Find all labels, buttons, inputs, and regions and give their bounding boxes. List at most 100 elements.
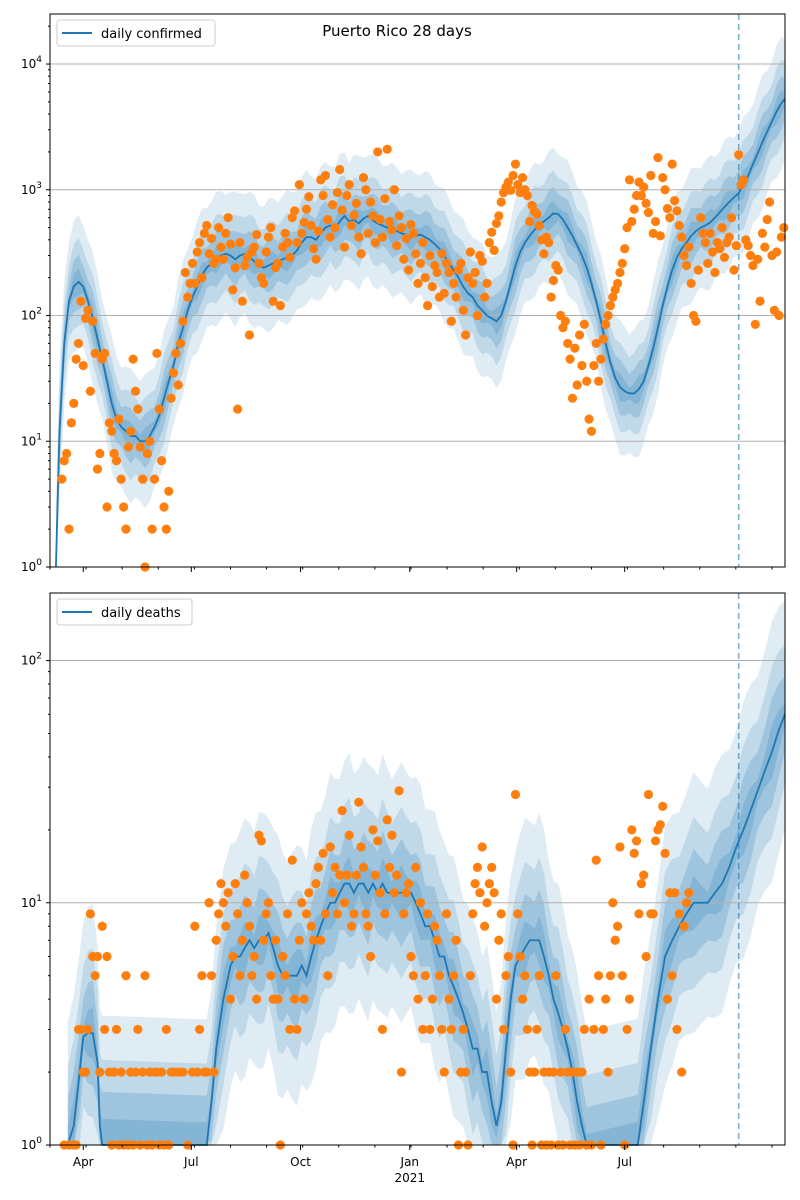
- confirmed-point: [57, 474, 67, 484]
- confirmed-point: [173, 380, 183, 390]
- confirmed-point: [705, 228, 715, 238]
- confirmed-point: [164, 486, 174, 496]
- confirmed-point: [252, 230, 262, 240]
- confirmed-point: [142, 448, 152, 459]
- deaths-point: [195, 1024, 205, 1035]
- deaths-point: [498, 1024, 509, 1035]
- deaths-point: [399, 909, 409, 919]
- confirmed-point: [328, 200, 338, 210]
- deaths-x-ticks: Apr Jul Oct Jan Apr Jul 2021: [49, 1145, 773, 1185]
- confirmed-point: [532, 209, 542, 219]
- deaths-point: [411, 862, 421, 872]
- confirmed-point: [339, 242, 350, 252]
- deaths-point: [313, 862, 323, 872]
- confirmed-ytick-label: 103: [21, 181, 42, 197]
- confirmed-point: [384, 216, 395, 227]
- confirmed-point: [320, 170, 331, 181]
- confirmed-ytick-label: 100: [21, 558, 42, 574]
- confirmed-point: [449, 278, 459, 289]
- confirmed-point: [119, 502, 129, 512]
- confirmed-point: [596, 354, 606, 364]
- confirmed-point: [104, 418, 114, 428]
- deaths-point: [178, 1067, 188, 1077]
- deaths-point: [643, 789, 654, 800]
- confirmed-point: [517, 172, 528, 183]
- deaths-point: [401, 888, 411, 898]
- confirmed-point: [268, 296, 278, 306]
- confirmed-point: [377, 232, 388, 242]
- deaths-point: [396, 1067, 407, 1077]
- confirmed-point: [465, 247, 475, 257]
- deaths-point: [290, 994, 300, 1004]
- confirmed-point: [107, 426, 117, 436]
- deaths-point: [304, 888, 314, 898]
- deaths-point: [584, 994, 594, 1004]
- deaths-point: [551, 971, 561, 981]
- deaths-point: [439, 1067, 449, 1077]
- deaths-point: [392, 870, 402, 880]
- deaths-point: [206, 971, 217, 981]
- confirmed-point: [92, 464, 103, 474]
- confirmed-point: [468, 278, 478, 289]
- confirmed-point: [496, 197, 506, 207]
- deaths-point: [111, 1024, 122, 1035]
- confirmed-point: [76, 296, 86, 306]
- deaths-point: [339, 898, 350, 908]
- confirmed-point: [636, 190, 646, 201]
- deaths-point: [382, 815, 392, 825]
- deaths-point: [294, 935, 304, 945]
- xtick-label: Apr: [73, 1155, 94, 1169]
- deaths-point: [133, 1024, 143, 1035]
- confirmed-point: [216, 242, 226, 252]
- deaths-legend: daily deaths: [56, 598, 193, 626]
- confirmed-point: [159, 502, 169, 512]
- confirmed-point: [66, 418, 76, 428]
- confirmed-point: [375, 214, 385, 225]
- confirmed-point: [605, 300, 616, 311]
- confirmed-point: [601, 319, 611, 329]
- deaths-point: [346, 921, 357, 931]
- confirmed-point: [195, 238, 205, 248]
- deaths-point: [403, 878, 414, 889]
- deaths-point: [674, 909, 684, 919]
- deaths-point: [83, 1024, 93, 1035]
- deaths-point: [631, 836, 642, 846]
- deaths-point: [422, 909, 433, 919]
- deaths-point: [648, 909, 658, 919]
- deaths-point: [280, 971, 290, 981]
- deaths-point: [636, 878, 646, 889]
- confirmed-point: [643, 207, 654, 218]
- confirmed-point: [161, 524, 171, 534]
- deaths-point: [81, 1067, 91, 1077]
- confirmed-point: [506, 185, 516, 195]
- confirmed-point: [755, 296, 765, 306]
- confirmed-point: [78, 360, 88, 371]
- confirmed-point: [650, 216, 661, 227]
- deaths-point: [263, 898, 274, 908]
- confirmed-point: [218, 254, 228, 264]
- deaths-point: [610, 935, 620, 945]
- confirmed-point: [565, 354, 575, 364]
- confirmed-point: [152, 348, 162, 358]
- confirmed-point: [344, 179, 354, 190]
- deaths-point: [591, 855, 601, 865]
- deaths-legend-label: daily deaths: [101, 606, 181, 621]
- deaths-point: [432, 935, 442, 945]
- confirmed-point: [221, 228, 231, 238]
- confirmed-point: [719, 252, 730, 262]
- deaths-point: [384, 862, 395, 872]
- confirmed-point: [403, 265, 414, 275]
- confirmed-point: [734, 150, 744, 160]
- confirmed-point: [116, 474, 126, 484]
- deaths-point: [681, 898, 692, 908]
- confirmed-point: [665, 213, 675, 223]
- confirmed-point: [439, 288, 449, 298]
- confirmed-point: [446, 316, 456, 326]
- confirmed-point: [168, 368, 179, 378]
- confirmed-point: [703, 258, 713, 268]
- deaths-point: [209, 1067, 219, 1077]
- deaths-point: [427, 994, 437, 1004]
- confirmed-point: [301, 204, 312, 214]
- deaths-y-ticks: 100 101 102: [21, 652, 50, 1152]
- confirmed-point: [261, 247, 271, 257]
